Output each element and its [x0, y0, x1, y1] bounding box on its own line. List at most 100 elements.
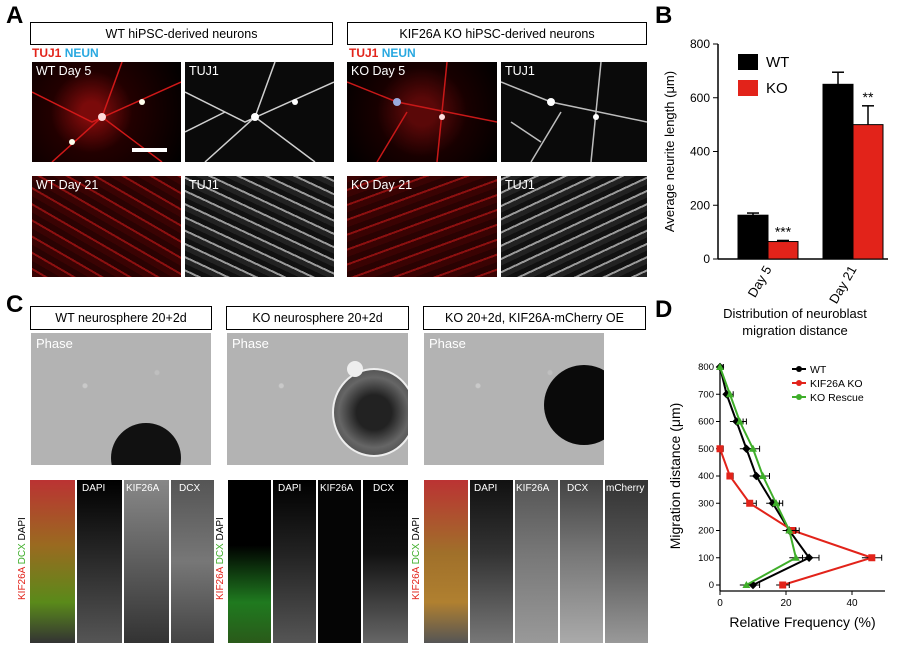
micrograph-wt-day5-tuj1: TUJ1 — [185, 62, 334, 162]
stain-vertical-label-2: KIF26A DCX DAPI — [215, 517, 226, 600]
y-tick-label: 200 — [690, 198, 710, 212]
dapi-strip-rescue: DAPI — [470, 480, 513, 643]
legend-swatch — [738, 54, 758, 70]
x-tick-label: Day 5 — [745, 263, 775, 300]
stain-vertical-label-1: KIF26A DCX DAPI — [17, 517, 28, 600]
bar — [737, 214, 769, 260]
y-tick-label: 500 — [698, 444, 714, 455]
dcx-strip-ko: DCX — [363, 480, 408, 643]
y-tick-label: 600 — [698, 417, 714, 428]
y-tick-label: 200 — [698, 526, 714, 537]
chart-title: Distribution of neuroblast — [723, 306, 867, 321]
phase-image-ko: Phase — [227, 333, 408, 465]
tuj1-stain-label: TUJ1 — [32, 46, 62, 60]
legend-label: WT — [766, 54, 789, 71]
data-point — [746, 499, 754, 507]
data-point — [735, 417, 744, 425]
x-tick-label: 20 — [780, 598, 792, 609]
phase-label: Phase — [36, 336, 73, 351]
neun-stain-label: NEUN — [64, 46, 99, 60]
micrograph-label: TUJ1 — [189, 64, 219, 78]
significance-label: *** — [775, 223, 792, 239]
significance-label: ** — [863, 89, 874, 105]
phase-label: Phase — [429, 336, 466, 351]
kif26a-strip-ko: KIF26A — [318, 480, 361, 643]
kif26a-strip-wt: KIF26A — [124, 480, 169, 643]
y-axis-label: Migration distance (μm) — [667, 403, 683, 550]
legend-label: KIF26A KO — [810, 378, 863, 390]
dcx-strip-wt: DCX — [171, 480, 214, 643]
migration-distance-chart: Distribution of neuroblast migration dist… — [667, 306, 885, 630]
data-point — [716, 445, 724, 453]
micrograph-label: KO Day 5 — [351, 64, 406, 78]
data-point — [791, 553, 800, 561]
micrograph-label: TUJ1 — [505, 178, 535, 192]
panel-b-letter: B — [655, 2, 673, 29]
stain-legend-ko: TUJ1 NEUN — [349, 46, 416, 60]
micrograph-ko-day5-merge: KO Day 5 — [347, 62, 497, 162]
neun-stain-label: NEUN — [381, 46, 416, 60]
data-point — [804, 553, 814, 562]
micrograph-label: KO Day 21 — [351, 178, 413, 192]
neurite-length-bar-chart: 0 200 400 600 800 Average neurite length (μm)… — [662, 37, 888, 305]
y-tick-label: 700 — [698, 389, 714, 400]
micrograph-label: TUJ1 — [505, 64, 535, 78]
wt-neurons-header: WT hiPSC-derived neurons — [30, 22, 333, 45]
data-point — [742, 581, 751, 588]
data-point — [868, 554, 876, 562]
stain-vertical-label-3: KIF26A DCX DAPI — [411, 517, 422, 600]
y-axis-label: Average neurite length (μm) — [662, 71, 677, 232]
y-tick-label: 100 — [698, 553, 714, 564]
legend-label: WT — [810, 364, 827, 376]
series-line — [719, 448, 876, 586]
data-point — [749, 444, 757, 452]
data-point — [725, 390, 734, 398]
merge-strip-rescue — [424, 480, 468, 643]
y-tick-label: 0 — [703, 252, 710, 266]
x-tick-label: 40 — [846, 598, 858, 609]
chart-title: migration distance — [742, 323, 848, 338]
y-tick-label: 800 — [698, 362, 714, 373]
x-tick-label: 0 — [717, 598, 723, 609]
micrograph-ko-day21-merge: KO Day 21 — [347, 176, 497, 277]
legend-marker — [796, 366, 802, 372]
ko-neurosphere-header: KO neurosphere 20+2d — [226, 306, 409, 330]
ko-rescue-header: KO 20+2d, KIF26A-mCherry OE — [423, 306, 646, 330]
data-point — [772, 499, 781, 507]
legend-swatch — [738, 80, 758, 96]
wt-neurosphere-header: WT neurosphere 20+2d — [30, 306, 212, 330]
merge-strip-wt — [30, 480, 75, 643]
merge-strip-ko — [228, 480, 271, 643]
bar — [852, 124, 884, 260]
y-tick-label: 400 — [690, 145, 710, 159]
phase-image-rescue: Phase — [424, 333, 604, 465]
legend-label: KO Rescue — [810, 392, 864, 404]
micrograph-label: WT Day 21 — [36, 178, 99, 192]
y-tick-label: 400 — [698, 471, 714, 482]
micrograph-label: TUJ1 — [189, 178, 219, 192]
x-tick-label: Day 21 — [826, 263, 860, 305]
dcx-strip-rescue: DCX — [560, 480, 603, 643]
legend-marker — [796, 380, 802, 386]
x-axis-label: Relative Frequency (%) — [729, 614, 875, 630]
micrograph-label: WT Day 5 — [36, 64, 92, 78]
micrograph-ko-day5-tuj1: TUJ1 — [501, 62, 647, 162]
panel-c-letter: C — [6, 291, 24, 318]
panel-a-letter: A — [6, 2, 24, 29]
micrograph-ko-day21-tuj1: TUJ1 — [501, 176, 647, 277]
data-point — [726, 472, 734, 480]
stain-legend-wt: TUJ1 NEUN — [32, 46, 99, 60]
mcherry-strip-rescue: mCherry — [605, 480, 648, 643]
data-point — [779, 581, 787, 589]
data-point — [716, 363, 724, 370]
legend-marker — [796, 394, 802, 400]
micrograph-wt-day21-merge: WT Day 21 — [32, 176, 181, 277]
micrograph-wt-day21-tuj1: TUJ1 — [185, 176, 334, 277]
data-point — [752, 471, 761, 481]
y-tick-label: 300 — [698, 498, 714, 509]
neurite-traces — [32, 62, 181, 162]
bar — [822, 83, 854, 260]
y-tick-label: 600 — [690, 91, 710, 105]
legend-label: KO — [766, 80, 788, 97]
phase-label: Phase — [232, 336, 269, 351]
